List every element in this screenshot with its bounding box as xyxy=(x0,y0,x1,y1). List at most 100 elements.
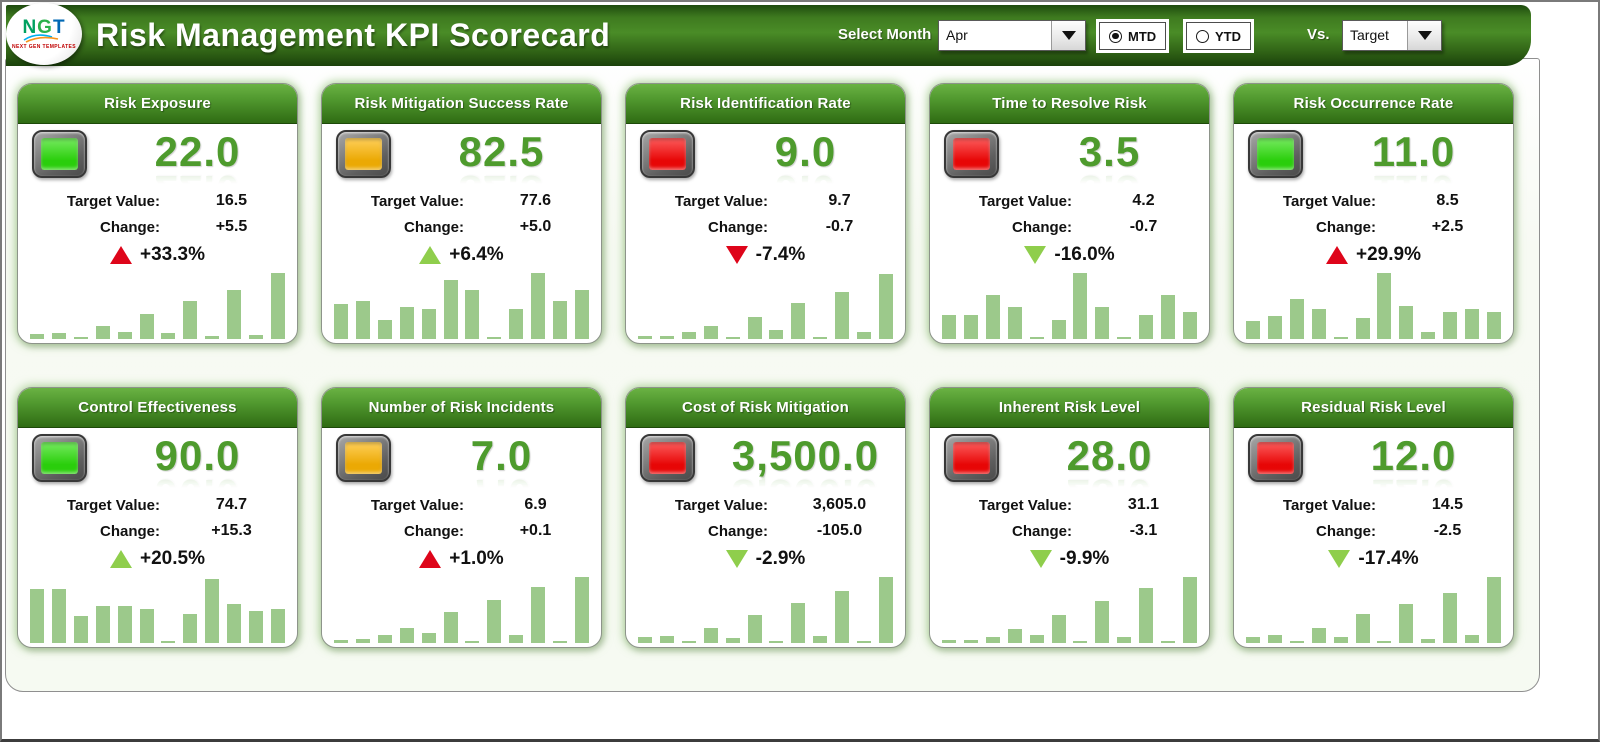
delta-percent: -17.4% xyxy=(1358,547,1419,569)
target-row: Target Value: 31.1 xyxy=(930,492,1209,518)
cards-row-2: Control Effectiveness 90.0 Target Value:… xyxy=(17,387,1514,648)
sparkline-bar xyxy=(638,336,652,339)
chevron-down-icon xyxy=(1061,31,1076,40)
kpi-card: Risk Exposure 22.0 Target Value: 16.5 Ch… xyxy=(17,83,298,344)
sparkline-bar xyxy=(509,308,524,339)
kpi-card: Risk Occurrence Rate 11.0 Target Value: … xyxy=(1233,83,1514,344)
target-value: 31.1 xyxy=(1127,496,1160,513)
change-row: Change: +15.3 xyxy=(18,518,297,544)
kpi-top-row: 28.0 xyxy=(930,428,1209,492)
sparkline-bar xyxy=(1486,576,1501,643)
status-indicator-icon xyxy=(1248,130,1303,178)
status-indicator-icon xyxy=(336,434,391,482)
delta-percent: +20.5% xyxy=(140,547,205,569)
status-icon-inner xyxy=(649,442,686,474)
delta-triangle-icon xyxy=(1328,549,1351,568)
target-value: 14.5 xyxy=(1431,496,1464,513)
delta-triangle-icon xyxy=(725,245,748,264)
sparkline-bar xyxy=(1246,637,1260,643)
kpi-card: Risk Identification Rate 9.0 Target Valu… xyxy=(625,83,906,344)
radio-selected-icon[interactable] xyxy=(1109,29,1122,43)
kpi-top-row: 3.5 xyxy=(930,124,1209,188)
kpi-value: 90.0 xyxy=(154,432,241,479)
mtd-radio-label: MTD xyxy=(1128,28,1157,44)
sparkline-bar xyxy=(703,628,718,643)
month-select[interactable]: Apr xyxy=(938,20,1086,51)
delta-percent: +1.0% xyxy=(449,547,504,569)
sparkline-bar xyxy=(95,326,110,339)
page-title: Risk Management KPI Scorecard xyxy=(96,17,611,53)
kpi-card: Inherent Risk Level 28.0 Target Value: 3… xyxy=(929,387,1210,648)
change-label: Change: xyxy=(100,522,160,540)
radio-unselected-icon[interactable] xyxy=(1196,29,1209,43)
delta-triangle-icon xyxy=(1029,549,1052,568)
kpi-card-title: Control Effectiveness xyxy=(18,388,297,428)
target-row: Target Value: 9.7 xyxy=(626,188,905,214)
target-value: 3,605.0 xyxy=(812,496,867,513)
sparkline-bar xyxy=(942,640,956,643)
status-indicator-icon xyxy=(32,434,87,482)
kpi-value: 3,500.0 xyxy=(731,432,880,479)
kpi-card: Number of Risk Incidents 7.0 Target Valu… xyxy=(321,387,602,648)
kpi-value: 82.5 xyxy=(458,128,545,175)
change-label: Change: xyxy=(1316,218,1376,236)
sparkline-bar xyxy=(161,333,176,339)
sparkline-bar xyxy=(963,640,978,643)
sparkline-bar xyxy=(813,336,828,339)
kpi-card-body: 7.0 Target Value: 6.9 Change: +0.1 +1.0% xyxy=(322,428,601,647)
sparkline-bar xyxy=(1421,638,1436,643)
sparkline-bar xyxy=(725,336,740,339)
chevron-down-icon xyxy=(1417,31,1432,40)
sparkline-bar xyxy=(659,336,674,339)
change-value: +5.0 xyxy=(519,218,552,235)
kpi-value: 12.0 xyxy=(1370,432,1457,479)
sparkline-bar xyxy=(531,272,546,339)
sparkline-bar xyxy=(747,615,762,643)
kpi-card-body: 3.5 Target Value: 4.2 Change: -0.7 -16.0… xyxy=(930,124,1209,343)
vs-dropdown-button[interactable] xyxy=(1407,21,1441,50)
change-label: Change: xyxy=(708,522,768,540)
sparkline-bar xyxy=(857,332,872,339)
kpi-top-row: 90.0 xyxy=(18,428,297,492)
kpi-card-title: Risk Mitigation Success Rate xyxy=(322,84,601,124)
sparkline-bar xyxy=(1051,615,1066,643)
sparkline-bar xyxy=(878,576,893,643)
status-indicator-icon xyxy=(336,130,391,178)
month-dropdown-button[interactable] xyxy=(1051,21,1085,50)
target-label: Target Value: xyxy=(66,496,160,514)
kpi-value: 22.0 xyxy=(154,128,241,175)
ngt-logo: NGT NEXT GEN TEMPLATES xyxy=(6,3,82,65)
status-icon-inner xyxy=(953,138,990,170)
sparkline-bar xyxy=(117,605,132,643)
delta-triangle-icon xyxy=(419,245,442,264)
sparkline-bar xyxy=(270,272,285,339)
month-select-value: Apr xyxy=(946,27,968,43)
vs-label: Vs. xyxy=(1307,26,1330,43)
vs-select-value: Target xyxy=(1350,27,1389,43)
sparkline-bar xyxy=(574,290,589,339)
kpi-card: Control Effectiveness 90.0 Target Value:… xyxy=(17,387,298,648)
sparkline-bar xyxy=(553,640,568,643)
kpi-value: 7.0 xyxy=(470,432,533,479)
sparkline-bar xyxy=(1051,320,1066,339)
ytd-radio[interactable]: YTD xyxy=(1183,19,1254,53)
sparkline-bar xyxy=(942,315,956,339)
sparkline-bar xyxy=(1377,640,1392,643)
kpi-card: Risk Mitigation Success Rate 82.5 Target… xyxy=(321,83,602,344)
mtd-radio[interactable]: MTD xyxy=(1095,19,1170,53)
sparkline-bar xyxy=(857,640,872,643)
change-row: Change: -0.7 xyxy=(626,214,905,240)
logo-subtext: NEXT GEN TEMPLATES xyxy=(11,43,77,50)
kpi-top-row: 3,500.0 xyxy=(626,428,905,492)
target-row: Target Value: 8.5 xyxy=(1234,188,1513,214)
ytd-radio-label: YTD xyxy=(1215,28,1241,44)
status-icon-inner xyxy=(1257,442,1294,474)
sparkline-bar xyxy=(1182,311,1197,339)
kpi-top-row: 7.0 xyxy=(322,428,601,492)
sparkline-bar xyxy=(421,308,436,339)
vs-select[interactable]: Target xyxy=(1342,20,1442,51)
target-label: Target Value: xyxy=(370,496,464,514)
sparkline-bar xyxy=(1421,332,1436,339)
sparkline-bar xyxy=(747,316,762,339)
kpi-card-title: Inherent Risk Level xyxy=(930,388,1209,428)
